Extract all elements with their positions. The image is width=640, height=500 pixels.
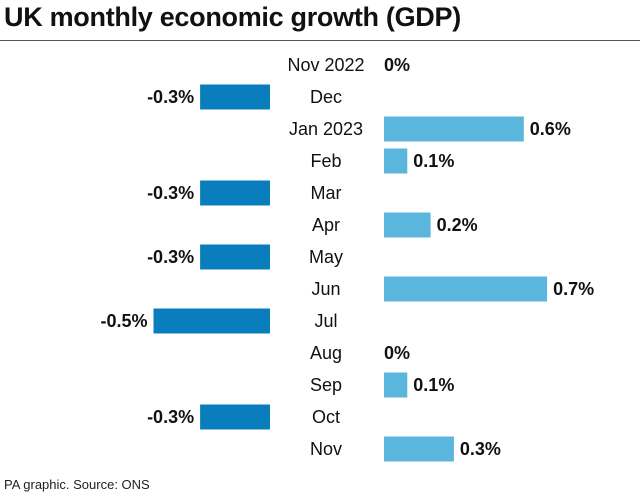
title-divider	[0, 40, 640, 41]
category-label: Jul	[314, 311, 337, 331]
data-label: 0%	[384, 55, 410, 75]
data-label: 0%	[384, 343, 410, 363]
category-label: Nov	[310, 439, 342, 459]
category-label: May	[309, 247, 343, 267]
bar-positive	[384, 212, 431, 238]
category-label: Jan 2023	[289, 119, 363, 139]
category-label: Oct	[312, 407, 340, 427]
category-label: Nov 2022	[287, 55, 364, 75]
bar-chart: Nov 2022 0% Dec -0.3% Jan 2023 0.6% Feb 0.1% Mar…	[100, 55, 594, 462]
bar-negative	[200, 180, 270, 206]
data-label: 0.1%	[413, 375, 454, 395]
bar-negative	[200, 84, 270, 110]
category-label: Apr	[312, 215, 340, 235]
bar-positive	[384, 276, 548, 302]
bar-negative	[200, 244, 270, 270]
data-label: 0.6%	[530, 119, 571, 139]
data-label: 0.2%	[437, 215, 478, 235]
data-label: 0.3%	[460, 439, 501, 459]
category-label: Aug	[310, 343, 342, 363]
source-footer: PA graphic. Source: ONS	[4, 477, 150, 492]
data-label: -0.3%	[147, 183, 194, 203]
category-label: Dec	[310, 87, 342, 107]
bar-negative	[153, 308, 270, 334]
bar-positive	[384, 116, 524, 142]
bar-positive	[384, 148, 408, 174]
data-label: 0.7%	[553, 279, 594, 299]
category-label: Sep	[310, 375, 342, 395]
chart-title: UK monthly economic growth (GDP)	[4, 2, 461, 32]
data-label: -0.5%	[100, 311, 147, 331]
bar-negative	[200, 404, 270, 430]
bar-positive	[384, 372, 408, 398]
data-label: -0.3%	[147, 87, 194, 107]
category-label: Mar	[311, 183, 342, 203]
bar-positive	[384, 436, 454, 462]
category-label: Jun	[311, 279, 340, 299]
data-label: -0.3%	[147, 407, 194, 427]
data-label: -0.3%	[147, 247, 194, 267]
category-label: Feb	[310, 151, 341, 171]
data-label: 0.1%	[413, 151, 454, 171]
